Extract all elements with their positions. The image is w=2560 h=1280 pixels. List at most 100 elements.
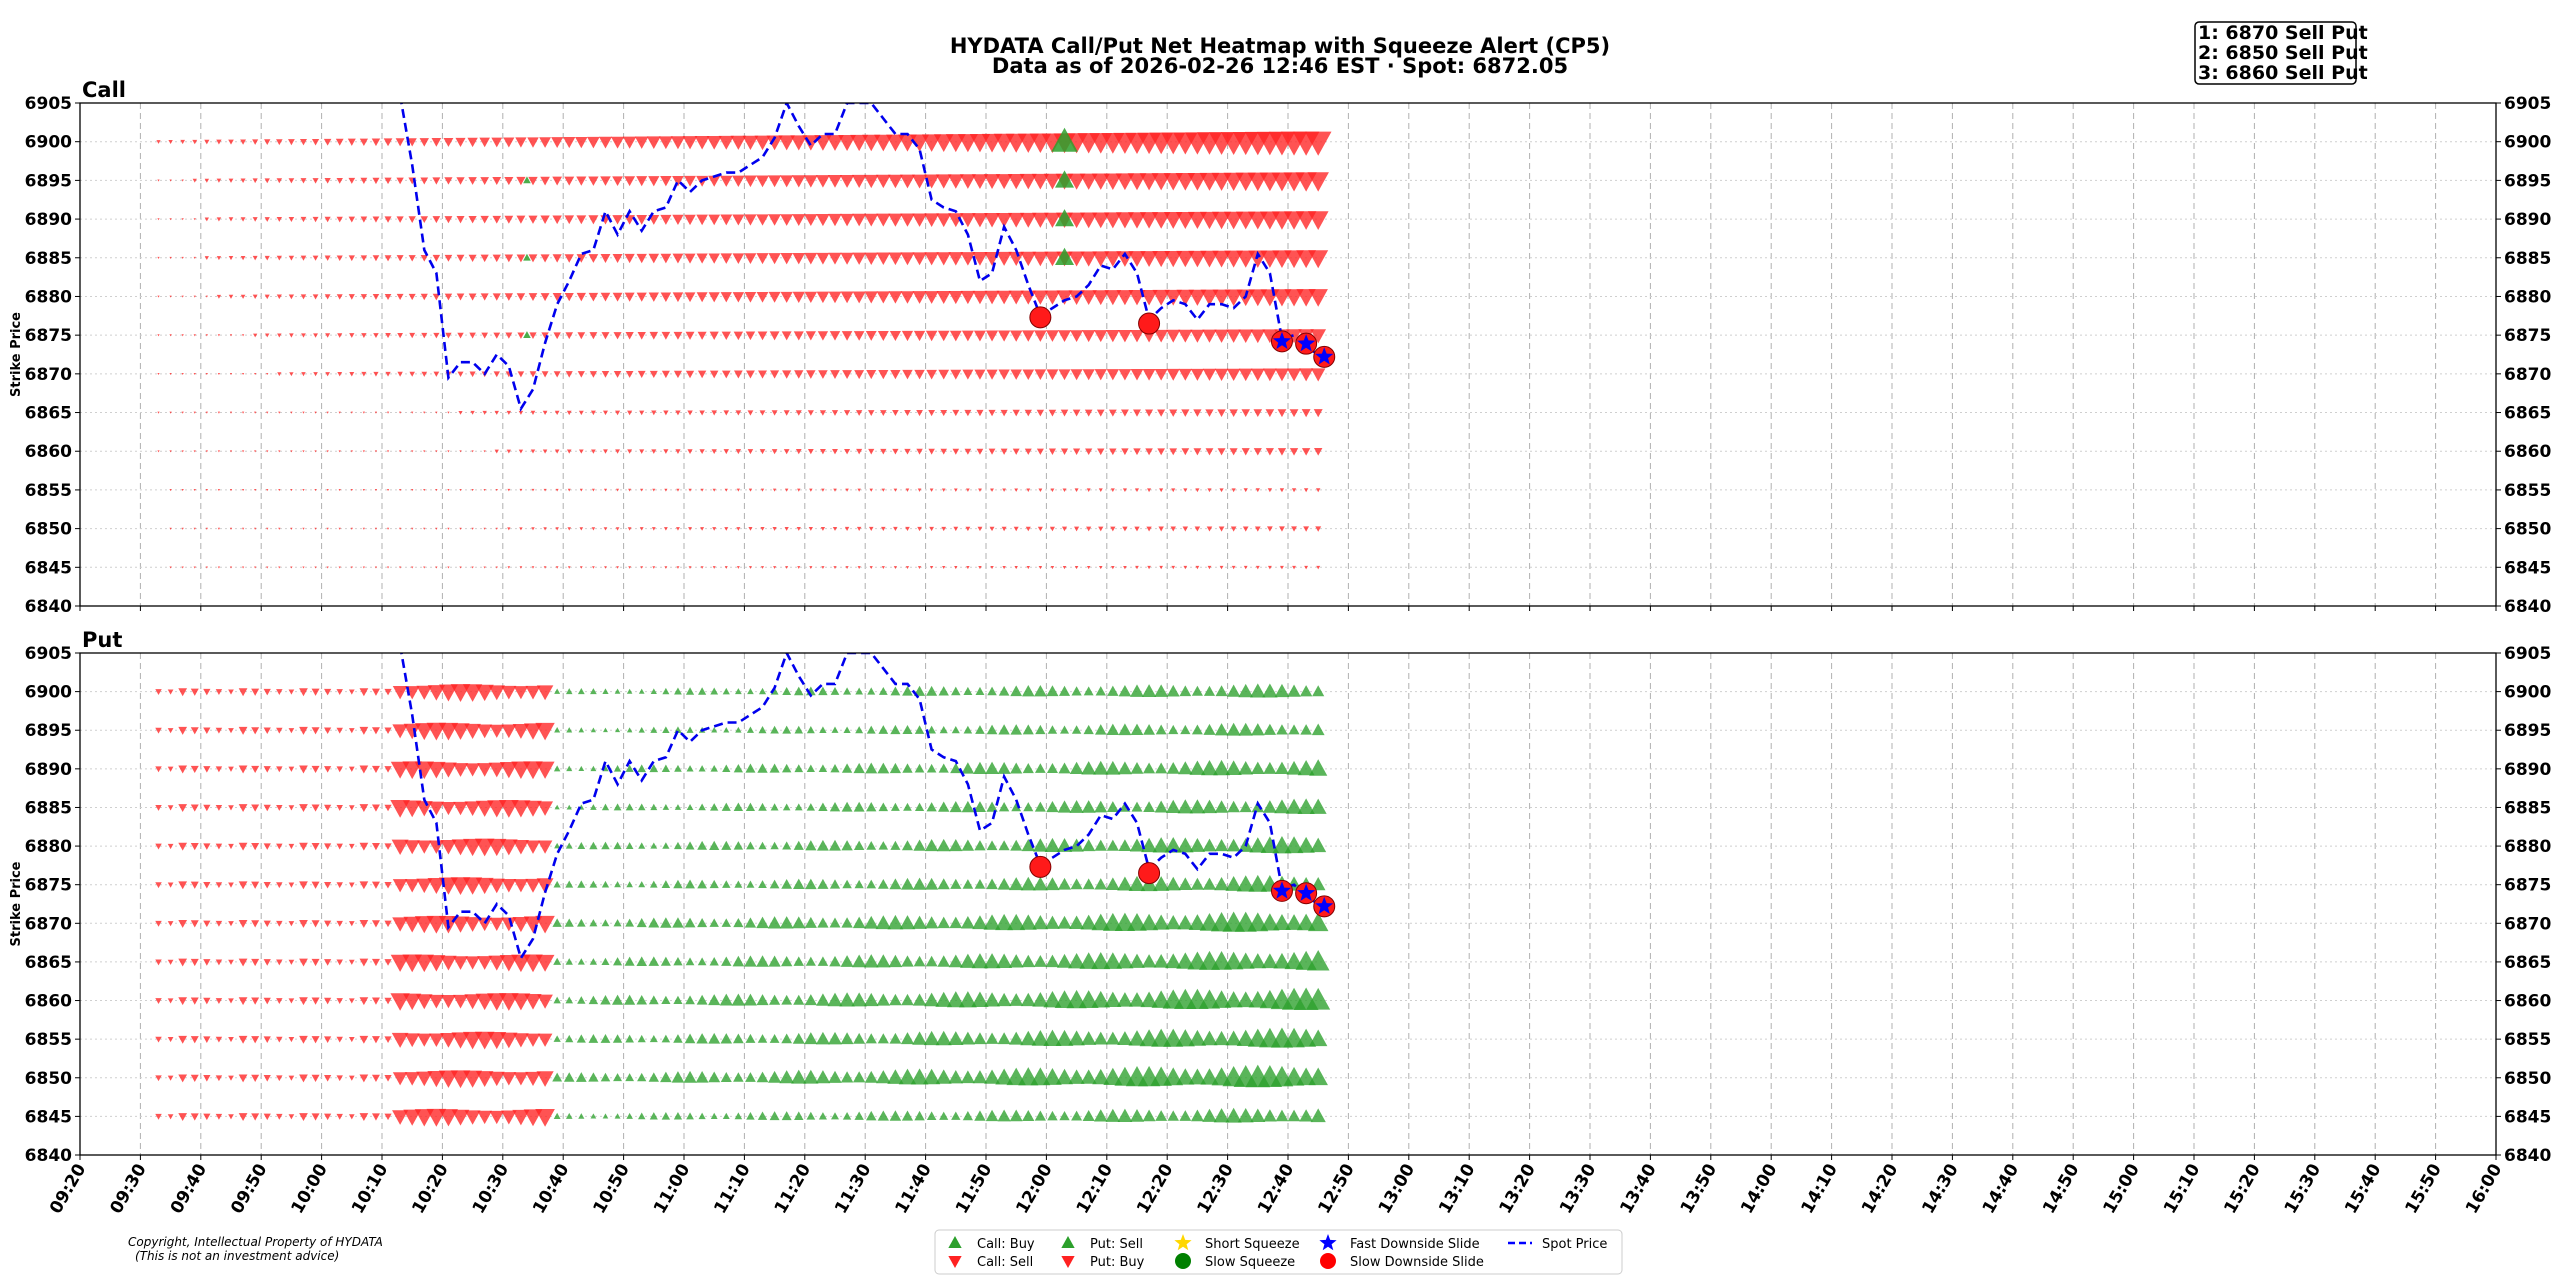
sell-marker bbox=[324, 843, 332, 850]
buy-marker bbox=[1188, 1068, 1207, 1085]
sell-marker bbox=[785, 566, 789, 569]
buy-marker bbox=[901, 993, 914, 1006]
sell-marker bbox=[685, 331, 695, 340]
sell-marker bbox=[1229, 409, 1238, 417]
sell-marker bbox=[876, 252, 891, 266]
sell-marker bbox=[880, 410, 887, 416]
buy-marker bbox=[1203, 723, 1216, 735]
buy-marker bbox=[1043, 991, 1062, 1008]
sell-marker bbox=[216, 178, 222, 183]
y-tick-label: 6890 bbox=[25, 760, 72, 780]
sell-marker bbox=[505, 332, 513, 339]
sell-marker bbox=[288, 882, 295, 888]
sell-marker bbox=[1110, 488, 1115, 493]
sell-marker bbox=[169, 218, 172, 221]
buy-marker bbox=[794, 725, 804, 734]
sell-marker bbox=[338, 527, 341, 530]
sell-marker bbox=[1262, 368, 1277, 382]
buy-marker bbox=[1058, 685, 1071, 696]
sell-marker bbox=[660, 214, 672, 225]
sell-marker bbox=[494, 410, 499, 415]
sell-marker bbox=[869, 488, 874, 492]
sell-marker bbox=[1121, 448, 1129, 456]
sell-marker bbox=[917, 566, 922, 570]
sell-marker bbox=[676, 566, 680, 569]
sell-marker bbox=[263, 1036, 271, 1043]
buy-marker bbox=[735, 726, 742, 733]
buy-marker bbox=[1297, 836, 1315, 853]
sell-marker bbox=[1169, 409, 1178, 417]
buy-marker bbox=[1129, 838, 1145, 852]
sell-marker bbox=[178, 958, 188, 967]
buy-marker bbox=[697, 957, 707, 966]
sell-marker bbox=[615, 449, 620, 454]
sell-marker bbox=[337, 333, 343, 338]
sell-marker bbox=[324, 997, 332, 1005]
buy-marker bbox=[865, 1033, 877, 1044]
buy-marker bbox=[734, 880, 743, 888]
buy-marker bbox=[614, 1113, 621, 1119]
sell-marker bbox=[974, 369, 986, 380]
buy-marker bbox=[1130, 684, 1144, 697]
sell-marker bbox=[324, 804, 332, 812]
sell-marker bbox=[411, 411, 414, 414]
sell-marker bbox=[1106, 330, 1120, 343]
sell-marker bbox=[452, 763, 469, 777]
buy-marker bbox=[1045, 877, 1060, 891]
sell-marker bbox=[1002, 566, 1006, 570]
spot-price-line bbox=[400, 103, 1325, 412]
sell-marker bbox=[384, 959, 392, 966]
buy-marker bbox=[1057, 877, 1072, 890]
buy-marker bbox=[1300, 724, 1312, 735]
buy-marker bbox=[1214, 800, 1229, 813]
sell-marker bbox=[699, 410, 705, 416]
legend-item: Slow Downside Slide bbox=[1320, 1253, 1484, 1270]
buy-marker bbox=[831, 1112, 839, 1120]
buy-marker bbox=[711, 727, 718, 733]
sell-marker bbox=[311, 688, 320, 696]
sell-marker bbox=[820, 526, 826, 531]
buy-marker bbox=[983, 914, 1001, 930]
sell-marker bbox=[371, 843, 380, 851]
y-tick-label: 6890 bbox=[25, 210, 72, 230]
sell-marker bbox=[1091, 173, 1110, 190]
buy-marker bbox=[830, 763, 840, 773]
sell-marker bbox=[444, 293, 453, 301]
sell-marker bbox=[1313, 448, 1323, 456]
sell-marker bbox=[506, 449, 511, 454]
buy-marker bbox=[963, 686, 973, 695]
fast-downside-slide-marker bbox=[1297, 334, 1316, 352]
sell-marker bbox=[513, 1033, 529, 1048]
sell-marker bbox=[672, 175, 684, 187]
sell-marker bbox=[850, 134, 869, 152]
sell-marker bbox=[890, 369, 901, 380]
sell-marker bbox=[178, 765, 188, 774]
sell-marker bbox=[468, 177, 477, 185]
sell-marker bbox=[1195, 488, 1200, 493]
sell-marker bbox=[639, 527, 644, 531]
sell-marker bbox=[492, 254, 501, 263]
sell-marker bbox=[972, 252, 988, 266]
buy-marker bbox=[793, 840, 804, 850]
sell-marker bbox=[857, 488, 861, 492]
buy-marker bbox=[1034, 684, 1047, 697]
sell-marker bbox=[371, 138, 381, 147]
x-tick-label: 15:10 bbox=[2160, 1160, 2204, 1217]
sell-marker bbox=[1038, 565, 1043, 570]
buy-marker bbox=[902, 685, 913, 696]
sell-marker bbox=[504, 176, 514, 186]
buy-marker bbox=[721, 840, 732, 850]
sell-marker bbox=[535, 915, 555, 934]
buy-marker bbox=[1260, 913, 1280, 931]
buy-marker bbox=[843, 687, 852, 695]
sell-marker bbox=[181, 489, 184, 492]
buy-marker bbox=[1154, 800, 1168, 813]
sell-marker bbox=[403, 916, 421, 933]
sell-marker bbox=[252, 217, 258, 222]
y-tick-label: 6865 bbox=[25, 953, 72, 973]
sell-marker bbox=[238, 688, 248, 697]
sell-marker bbox=[901, 330, 914, 342]
buy-marker bbox=[792, 916, 806, 929]
sell-marker bbox=[555, 488, 559, 492]
